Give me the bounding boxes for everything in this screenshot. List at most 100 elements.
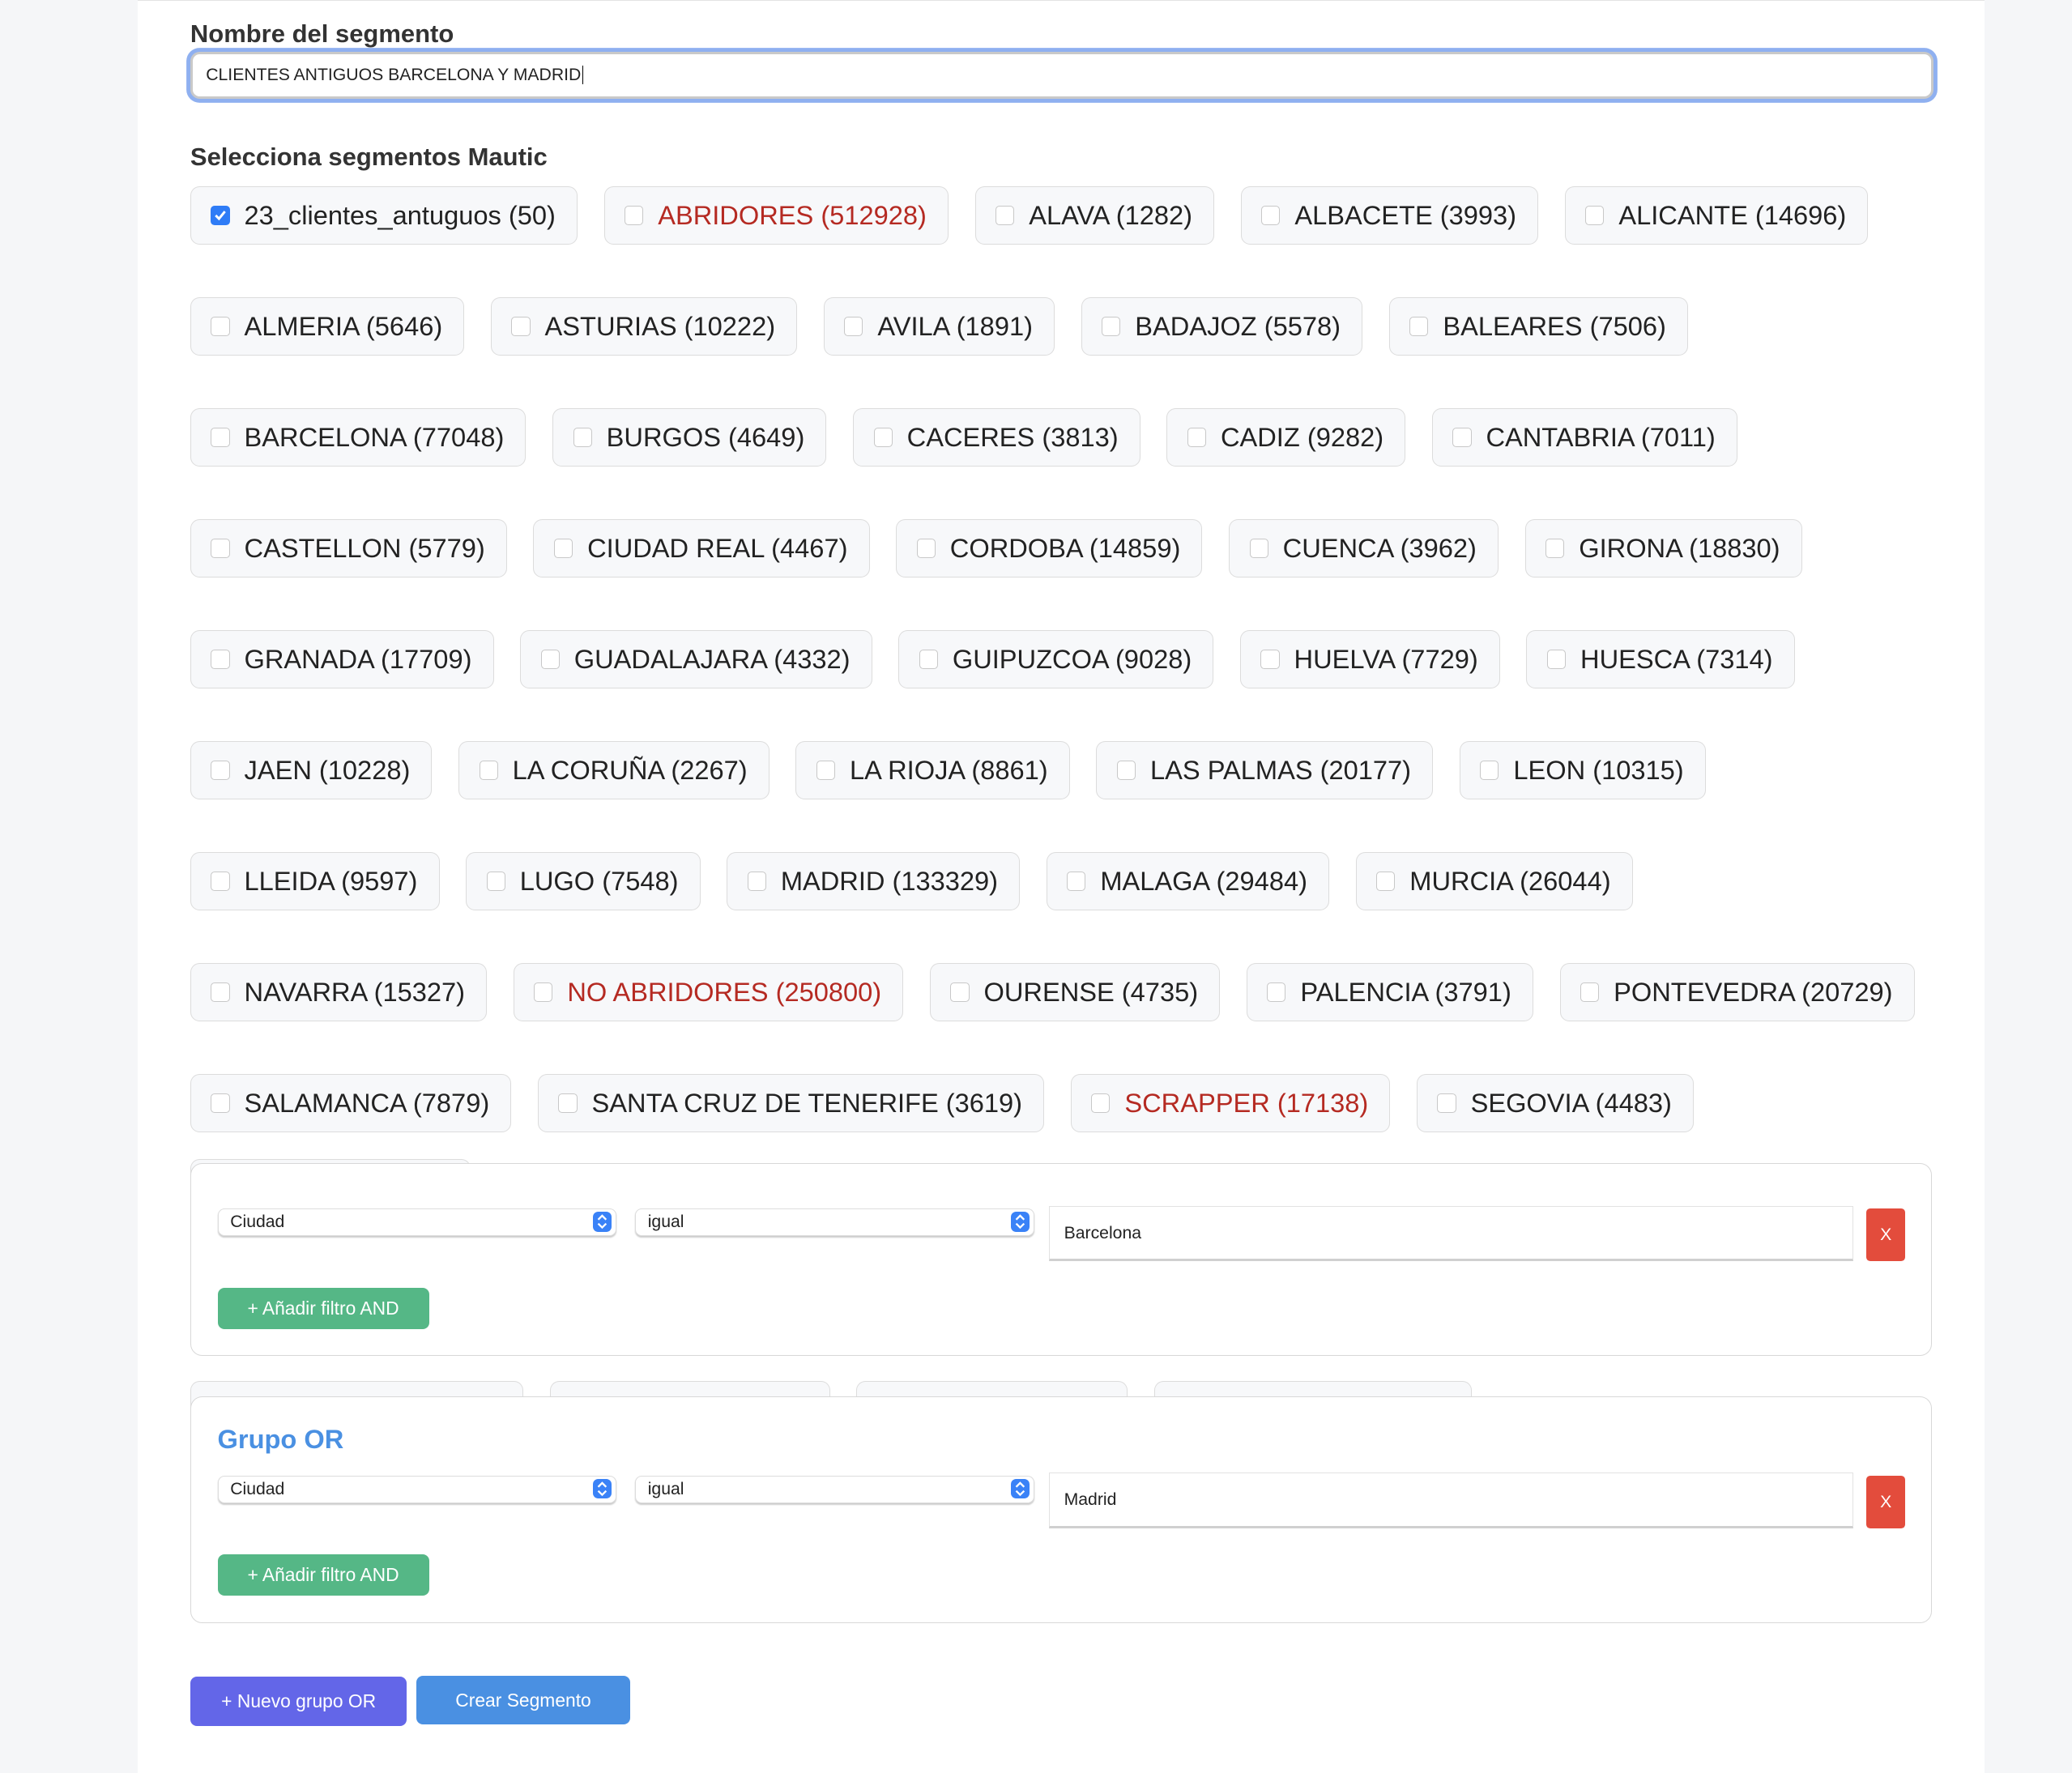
checkbox-icon[interactable] — [995, 206, 1015, 225]
checkbox-icon[interactable] — [625, 206, 644, 225]
create-segment-button[interactable]: Crear Segmento — [416, 1675, 631, 1724]
checkbox-icon[interactable] — [211, 761, 230, 780]
remove-filter-button[interactable]: X — [1866, 1475, 1905, 1528]
checkbox-icon[interactable] — [211, 317, 230, 336]
checkbox-icon[interactable] — [1102, 317, 1121, 336]
segment-checkbox-item[interactable]: PONTEVEDRA (20729) — [1559, 963, 1915, 1021]
segment-checkbox-item[interactable]: LEON (10315) — [1459, 741, 1706, 799]
segment-checkbox-item[interactable]: CIUDAD REAL (4467) — [533, 519, 870, 578]
checkbox-icon[interactable] — [211, 428, 230, 447]
checkbox-icon[interactable] — [950, 982, 970, 1002]
segment-checkbox-item[interactable]: GUIPUZCOA (9028) — [898, 630, 1214, 688]
segment-checkbox-item[interactable]: CANTABRIA (7011) — [1431, 408, 1737, 467]
add-and-filter-button[interactable]: + Añadir filtro AND — [217, 1554, 429, 1596]
value-input[interactable]: Barcelona — [1048, 1205, 1854, 1262]
checkbox-icon[interactable] — [1480, 761, 1499, 780]
segment-checkbox-item[interactable]: SEGOVIA (4483) — [1416, 1074, 1694, 1132]
checkbox-checked-icon[interactable] — [211, 206, 230, 225]
checkbox-icon[interactable] — [1267, 982, 1286, 1002]
checkbox-icon[interactable] — [486, 872, 505, 891]
checkbox-icon[interactable] — [573, 428, 592, 447]
checkbox-icon[interactable] — [211, 982, 230, 1002]
segment-checkbox-item[interactable]: ALBACETE (3993) — [1240, 186, 1539, 245]
checkbox-icon[interactable] — [558, 1093, 578, 1113]
segment-checkbox-item[interactable]: LUGO (7548) — [466, 852, 701, 910]
segment-checkbox-item[interactable]: ASTURIAS (10222) — [490, 297, 798, 356]
segment-checkbox-item[interactable]: GIRONA (18830) — [1524, 519, 1802, 578]
segment-checkbox-item[interactable]: BADAJOZ (5578) — [1081, 297, 1363, 356]
checkbox-icon[interactable] — [1249, 539, 1268, 558]
segment-checkbox-item[interactable]: OURENSE (4735) — [929, 963, 1221, 1021]
segment-checkbox-item[interactable]: BURGOS (4649) — [552, 408, 827, 467]
checkbox-icon[interactable] — [1261, 206, 1281, 225]
checkbox-icon[interactable] — [1260, 650, 1280, 669]
segment-checkbox-item[interactable]: LAS PALMAS (20177) — [1096, 741, 1434, 799]
checkbox-icon[interactable] — [1116, 761, 1136, 780]
segment-checkbox-item[interactable]: CACERES (3813) — [853, 408, 1140, 467]
checkbox-icon[interactable] — [1580, 982, 1600, 1002]
checkbox-icon[interactable] — [1409, 317, 1429, 336]
segment-checkbox-item[interactable]: SANTA CRUZ DE TENERIFE (3619) — [537, 1074, 1045, 1132]
segment-checkbox-item[interactable]: BALEARES (7506) — [1388, 297, 1688, 356]
segment-name-input[interactable]: CLIENTES ANTIGUOS BARCELONA Y MADRID — [190, 51, 1933, 100]
operator-select[interactable]: igual — [635, 1475, 1034, 1503]
checkbox-icon[interactable] — [919, 650, 938, 669]
segment-checkbox-item[interactable]: SCRAPPER (17138) — [1070, 1074, 1391, 1132]
checkbox-icon[interactable] — [211, 650, 230, 669]
checkbox-icon[interactable] — [553, 539, 573, 558]
field-select[interactable]: Ciudad — [217, 1208, 617, 1237]
checkbox-icon[interactable] — [479, 761, 498, 780]
checkbox-icon[interactable] — [844, 317, 863, 336]
segment-checkbox-item[interactable]: 23_clientes_antuguos (50) — [190, 186, 578, 245]
new-or-group-button[interactable]: + Nuevo grupo OR — [190, 1677, 407, 1726]
segment-checkbox-item[interactable]: SALAMANCA (7879) — [190, 1074, 512, 1132]
checkbox-icon[interactable] — [1376, 872, 1396, 891]
segment-checkbox-item[interactable]: NO ABRIDORES (250800) — [513, 963, 904, 1021]
checkbox-icon[interactable] — [1585, 206, 1605, 225]
segment-checkbox-item[interactable]: ALAVA (1282) — [974, 186, 1215, 245]
segment-checkbox-item[interactable]: LA CORUÑA (2267) — [458, 741, 770, 799]
segment-checkbox-item[interactable]: LA RIOJA (8861) — [795, 741, 1070, 799]
checkbox-icon[interactable] — [1546, 650, 1567, 669]
checkbox-icon[interactable] — [211, 1093, 230, 1113]
segment-checkbox-item[interactable]: ALICANTE (14696) — [1564, 186, 1869, 245]
remove-filter-button[interactable]: X — [1866, 1208, 1905, 1262]
segment-checkbox-item[interactable]: HUELVA (7729) — [1239, 630, 1500, 688]
segment-checkbox-item[interactable]: CASTELLON (5779) — [190, 519, 507, 578]
checkbox-icon[interactable] — [540, 650, 560, 669]
checkbox-icon[interactable] — [511, 317, 531, 336]
value-input[interactable]: Madrid — [1048, 1473, 1854, 1528]
segment-checkbox-item[interactable]: BARCELONA (77048) — [190, 408, 527, 467]
checkbox-icon[interactable] — [1437, 1093, 1456, 1113]
checkbox-icon[interactable] — [916, 539, 936, 558]
segment-checkbox-item[interactable]: CADIZ (9282) — [1166, 408, 1406, 467]
checkbox-icon[interactable] — [1452, 428, 1472, 447]
checkbox-icon[interactable] — [1545, 539, 1565, 558]
checkbox-icon[interactable] — [873, 428, 893, 447]
checkbox-icon[interactable] — [747, 872, 766, 891]
checkbox-icon[interactable] — [1187, 428, 1207, 447]
checkbox-icon[interactable] — [534, 982, 553, 1002]
segment-checkbox-item[interactable]: GRANADA (17709) — [190, 630, 494, 688]
segment-checkbox-item[interactable]: LLEIDA (9597) — [190, 852, 440, 910]
segment-checkbox-item[interactable]: ALMERIA (5646) — [190, 297, 465, 356]
operator-select[interactable]: igual — [635, 1208, 1034, 1237]
checkbox-icon[interactable] — [1067, 872, 1086, 891]
segment-checkbox-item[interactable]: CORDOBA (14859) — [896, 519, 1203, 578]
segment-checkbox-item[interactable]: GUADALAJARA (4332) — [520, 630, 872, 688]
segment-checkbox-item[interactable]: CUENCA (3962) — [1229, 519, 1499, 578]
segment-checkbox-item[interactable]: MADRID (133329) — [727, 852, 1021, 910]
checkbox-icon[interactable] — [211, 539, 230, 558]
segment-checkbox-item[interactable]: MURCIA (26044) — [1355, 852, 1633, 910]
segment-checkbox-item[interactable]: NAVARRA (15327) — [190, 963, 488, 1021]
add-and-filter-button[interactable]: + Añadir filtro AND — [217, 1287, 429, 1329]
segment-checkbox-item[interactable]: MALAGA (29484) — [1046, 852, 1330, 910]
segment-checkbox-item[interactable]: PALENCIA (3791) — [1246, 963, 1533, 1021]
checkbox-icon[interactable] — [816, 761, 836, 780]
field-select[interactable]: Ciudad — [217, 1475, 617, 1503]
segment-checkbox-item[interactable]: ABRIDORES (512928) — [603, 186, 949, 245]
segment-checkbox-item[interactable]: HUESCA (7314) — [1526, 630, 1795, 688]
segment-checkbox-item[interactable]: AVILA (1891) — [823, 297, 1055, 356]
segment-checkbox-item[interactable]: JAEN (10228) — [190, 741, 433, 799]
checkbox-icon[interactable] — [211, 872, 230, 891]
